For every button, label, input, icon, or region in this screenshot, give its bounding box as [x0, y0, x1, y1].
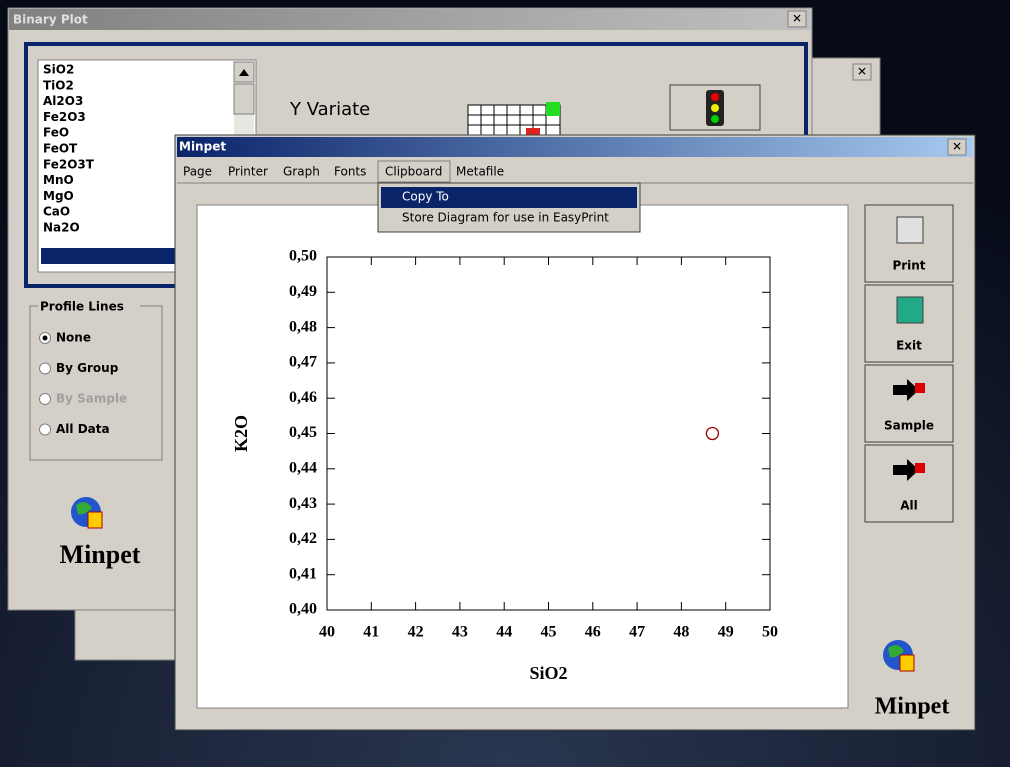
y-variate-label: Y Variate [289, 99, 370, 120]
screen: ✕ Binary Plot ✕ SiO2TiO2Al2O3Fe2O3FeOFeO… [0, 0, 1010, 767]
list-item[interactable]: Fe2O3T [43, 157, 95, 171]
menu-option[interactable]: Store Diagram for use in EasyPrint [402, 211, 609, 225]
x-axis-label: SiO2 [529, 663, 567, 683]
list-item[interactable]: FeO [43, 126, 69, 140]
x-tick-label: 44 [496, 624, 512, 641]
traffic-light-icon [706, 90, 724, 126]
list-item[interactable]: TiO2 [43, 78, 74, 92]
y-tick-label: 0,49 [289, 283, 317, 300]
button-icon [897, 217, 923, 243]
grid-icon [468, 102, 560, 136]
menu-item[interactable]: Clipboard [385, 165, 442, 179]
button-icon [897, 297, 923, 323]
y-tick-label: 0,40 [289, 601, 317, 618]
x-tick-label: 46 [585, 624, 601, 641]
radio-label[interactable]: All Data [56, 422, 110, 436]
menu-item[interactable]: Metafile [456, 165, 504, 179]
logo-text: Minpet [60, 540, 141, 569]
window-title: Binary Plot [13, 13, 88, 27]
y-tick-label: 0,47 [289, 354, 317, 371]
menu-item[interactable]: Graph [283, 165, 320, 179]
button-label[interactable]: All [900, 499, 918, 513]
group-title: Profile Lines [40, 300, 124, 314]
scroll-thumb[interactable] [234, 84, 254, 114]
list-item[interactable]: FeOT [43, 142, 78, 156]
list-item[interactable]: Na2O [43, 221, 80, 235]
x-tick-label: 45 [541, 624, 557, 641]
x-tick-label: 42 [408, 624, 424, 641]
list-item[interactable]: MgO [43, 189, 74, 203]
x-tick-label: 49 [718, 624, 734, 641]
radio-button[interactable] [40, 363, 51, 374]
button-label[interactable]: Exit [896, 339, 922, 353]
y-tick-label: 0,46 [289, 389, 317, 406]
x-tick-label: 50 [762, 624, 778, 641]
list-item[interactable]: Al2O3 [43, 94, 83, 108]
title-bar [177, 137, 973, 157]
minpet-window: Minpet ✕ Page Printer Graph Fonts Clipboard M… [175, 135, 975, 730]
x-tick-label: 47 [629, 624, 645, 641]
radio-dot [43, 336, 48, 341]
y-tick-label: 0,41 [289, 565, 317, 582]
y-tick-label: 0,44 [289, 459, 317, 476]
radio-button[interactable] [40, 394, 51, 405]
list-item[interactable]: MnO [43, 173, 74, 187]
x-tick-label: 41 [363, 624, 379, 641]
list-item[interactable]: K2O [43, 236, 71, 250]
close-icon: ✕ [792, 12, 802, 26]
button-label[interactable]: Sample [884, 419, 934, 433]
radio-label[interactable]: By Sample [56, 392, 127, 406]
y-tick-label: 0,43 [289, 495, 317, 512]
plot-area [197, 205, 848, 708]
menu-item[interactable]: Fonts [334, 165, 366, 179]
radio-button[interactable] [40, 424, 51, 435]
close-icon: ✕ [952, 140, 962, 154]
x-tick-label: 48 [673, 624, 689, 641]
menu-option[interactable]: Copy To [402, 190, 449, 204]
list-item[interactable]: Fe2O3 [43, 110, 86, 124]
y-tick-label: 0,42 [289, 530, 317, 547]
list-item[interactable]: CaO [43, 205, 70, 219]
y-tick-label: 0,50 [289, 248, 317, 265]
title-bar [9, 9, 811, 30]
list-item[interactable]: SiO2 [43, 63, 74, 77]
y-axis-label: K2O [231, 415, 251, 452]
x-tick-label: 40 [319, 624, 335, 641]
radio-label[interactable]: None [56, 331, 91, 345]
menu-item[interactable]: Printer [228, 165, 268, 179]
logo-text: Minpet [875, 694, 950, 720]
y-tick-label: 0,45 [289, 424, 317, 441]
button-icon [915, 463, 925, 473]
close-icon: ✕ [857, 65, 867, 79]
window-title: Minpet [179, 140, 226, 154]
menu-item[interactable]: Page [183, 165, 212, 179]
x-tick-label: 43 [452, 624, 468, 641]
y-tick-label: 0,48 [289, 318, 317, 335]
radio-label[interactable]: By Group [56, 361, 119, 375]
button-label[interactable]: Print [892, 259, 925, 273]
button-icon [915, 383, 925, 393]
